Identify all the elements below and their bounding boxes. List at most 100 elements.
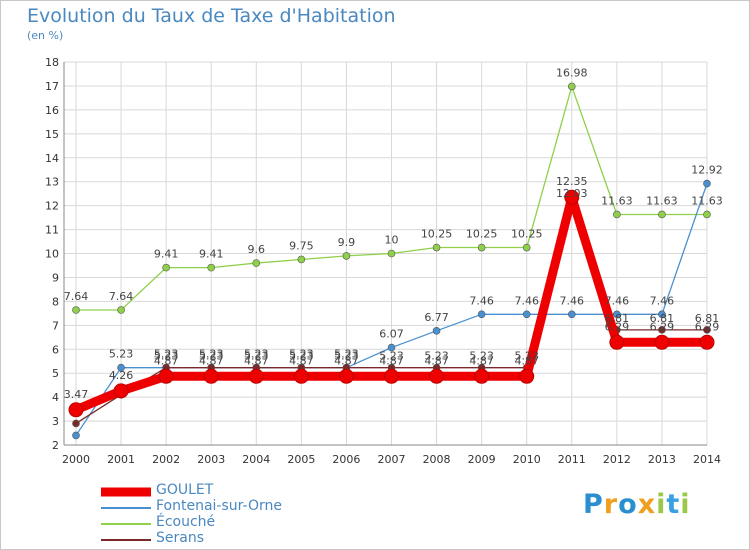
chart-title: Evolution du Taux de Taxe d'Habitation (27, 5, 396, 27)
legend-label: Serans (156, 530, 205, 546)
data-point (474, 368, 490, 384)
x-tick-label: 2011 (558, 453, 586, 466)
data-label: 5.23 (199, 348, 224, 361)
legend-label: GOULET (156, 482, 214, 498)
logo-letter: x (637, 489, 657, 520)
data-label: 5.23 (469, 350, 494, 363)
y-tick-label: 14 (45, 152, 59, 165)
data-label: 4.87 (334, 354, 359, 367)
y-tick-label: 6 (52, 343, 59, 356)
data-label: 10.25 (421, 228, 453, 241)
data-label: 16.98 (556, 66, 588, 79)
data-point (293, 368, 309, 384)
data-label: 6.81 (605, 312, 630, 325)
x-tick-label: 2001 (107, 453, 135, 466)
data-label: 7.46 (650, 294, 675, 307)
y-tick-label: 17 (45, 80, 59, 93)
data-point (609, 334, 625, 350)
data-point (564, 189, 580, 205)
data-point (72, 306, 80, 314)
data-point (429, 368, 445, 384)
data-label: 6.29 (695, 320, 720, 333)
x-tick-label: 2003 (197, 453, 225, 466)
y-tick-label: 12 (45, 200, 59, 213)
data-point (432, 327, 441, 335)
data-label: 5.23 (154, 350, 179, 363)
data-label: 9.6 (248, 243, 266, 256)
data-point (72, 419, 80, 428)
logo-letter: t (666, 489, 681, 520)
data-label: 4.87 (514, 354, 539, 367)
data-label: 5.23 (424, 350, 449, 363)
data-label: 11.63 (601, 194, 633, 207)
data-point (477, 243, 486, 252)
y-tick-label: 3 (52, 415, 59, 428)
data-point (68, 402, 84, 418)
data-point (203, 368, 219, 384)
y-tick-label: 9 (52, 271, 59, 284)
logo-letter: r (603, 489, 619, 520)
data-label: 7.64 (64, 290, 89, 303)
data-label: 10 (385, 234, 399, 247)
data-point (699, 334, 715, 350)
data-label: 9.9 (338, 236, 356, 249)
data-point (658, 210, 666, 219)
data-point (658, 326, 666, 334)
data-point (567, 82, 576, 91)
data-point (338, 368, 354, 384)
data-label: 5.23 (244, 348, 269, 361)
data-label: 4.87 (424, 354, 449, 367)
y-tick-label: 16 (45, 104, 59, 117)
x-tick-label: 2007 (378, 453, 406, 466)
x-tick-label: 2006 (332, 453, 360, 466)
data-point (567, 310, 576, 319)
data-label: 4.87 (199, 354, 224, 367)
data-label: 6.81 (650, 312, 675, 325)
data-label: 5.23 (109, 348, 134, 361)
data-label: 6.81 (695, 312, 720, 325)
data-label: 6.07 (379, 328, 404, 341)
data-point (117, 306, 125, 314)
data-label: 12.35 (556, 175, 588, 188)
data-label: 12.92 (691, 164, 723, 177)
data-label: 7.64 (109, 290, 134, 303)
data-point (384, 368, 399, 384)
data-point (658, 310, 666, 319)
data-label: 5.23 (289, 350, 314, 363)
data-label: 5.23 (199, 350, 224, 363)
data-point (387, 249, 396, 258)
data-label: 4.87 (379, 354, 404, 367)
y-tick-label: 15 (45, 128, 59, 141)
y-tick-label: 13 (45, 176, 59, 189)
data-point (703, 326, 711, 334)
data-label: 11.63 (646, 194, 678, 207)
legend-swatch (101, 487, 151, 497)
legend-swatch (101, 523, 151, 525)
data-point (342, 252, 351, 260)
logo-letter: i (656, 489, 667, 520)
x-tick-label: 2009 (468, 453, 496, 466)
data-label: 7.46 (469, 294, 494, 307)
data-point (207, 263, 216, 272)
data-label: 11.63 (691, 194, 723, 207)
data-point (477, 310, 486, 319)
data-label: 5.23 (334, 350, 359, 363)
data-point (703, 179, 711, 188)
data-label: 5.23 (154, 348, 179, 361)
data-point (654, 334, 670, 350)
x-tick-label: 2008 (423, 453, 451, 466)
data-point (703, 210, 711, 219)
data-label: 10.25 (511, 228, 543, 241)
y-tick-label: 11 (45, 224, 59, 237)
data-point (522, 310, 531, 319)
data-label: 5.23 (379, 350, 404, 363)
data-label: 9.41 (199, 248, 224, 261)
data-label: 5.23 (244, 350, 269, 363)
data-point (113, 383, 129, 399)
data-point (72, 431, 80, 440)
data-point (519, 368, 535, 384)
legend-swatch (101, 507, 151, 509)
y-tick-label: 2 (52, 439, 59, 452)
legend-label: Fontenai-sur-Orne (156, 498, 282, 514)
